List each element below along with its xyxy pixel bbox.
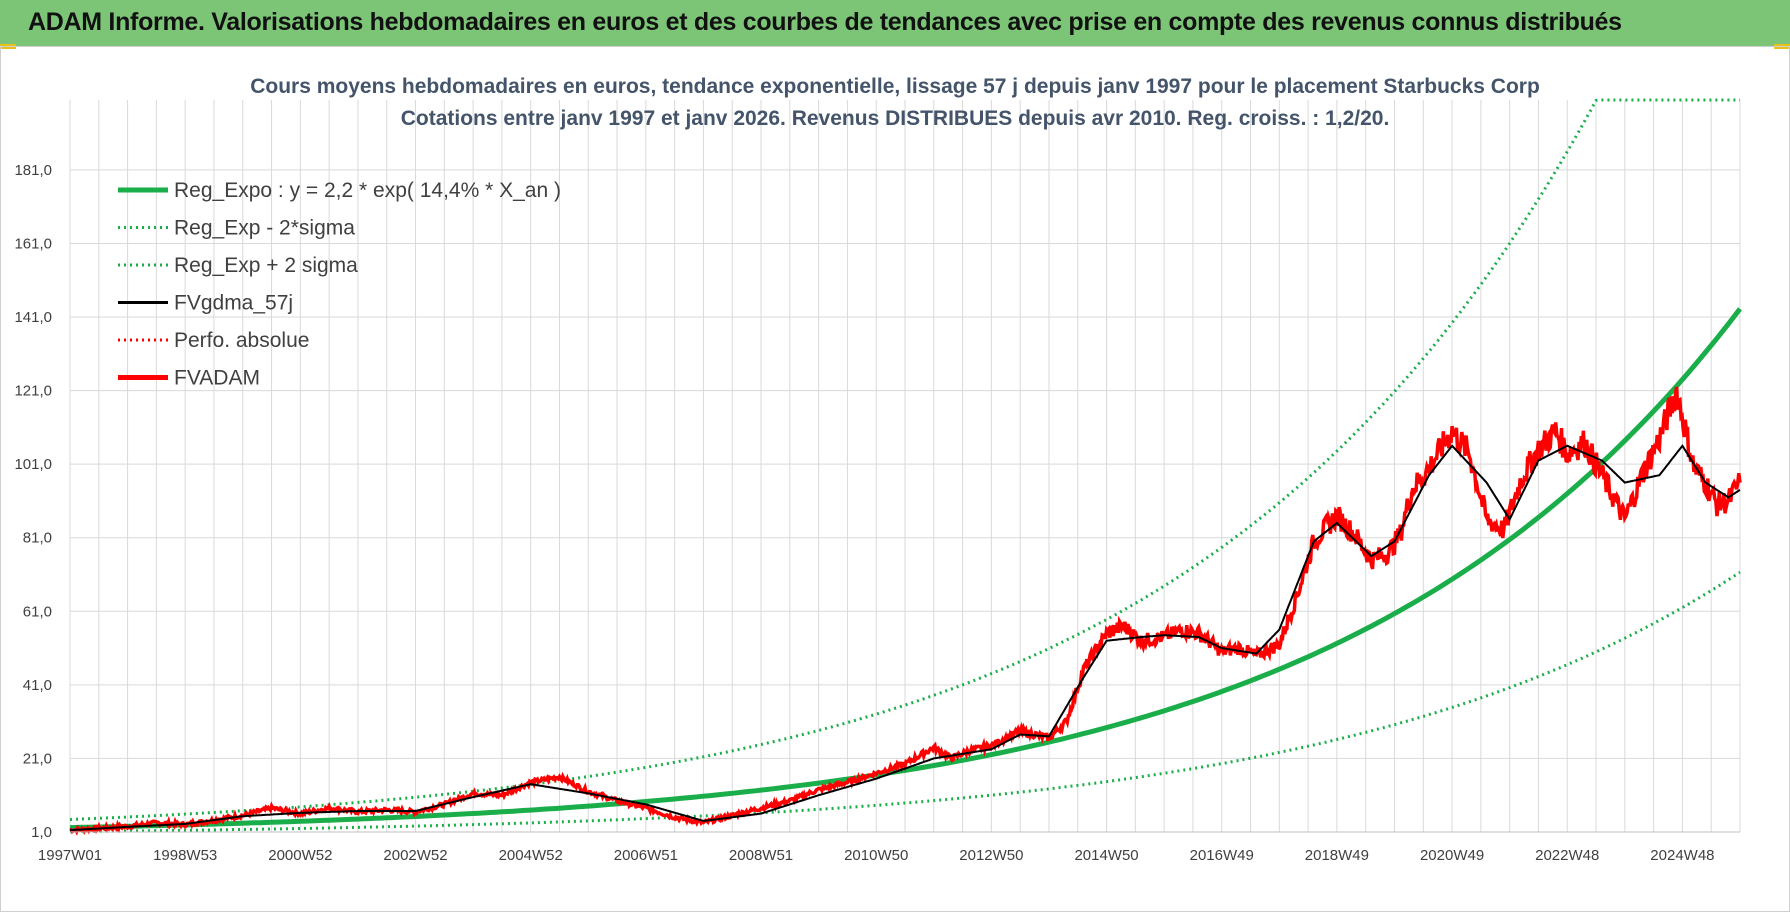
x-tick-label: 2018W49 (1305, 847, 1369, 864)
x-tick-label: 2020W49 (1420, 847, 1484, 864)
legend-label: Reg_Expo : y = 2,2 * exp( 14,4% * X_an ) (174, 179, 561, 202)
x-tick-label: 1998W53 (153, 847, 217, 864)
y-tick-label: 121,0 (14, 383, 52, 400)
fvgdma-57j-line (69, 444, 1741, 832)
x-tick-label: 2010W50 (844, 847, 908, 864)
y-tick-label: 101,0 (14, 456, 52, 473)
x-tick-label: 2000W52 (268, 847, 332, 864)
chart-subtitle: Cotations entre janv 1997 et janv 2026. … (401, 107, 1390, 130)
y-tick-label: 21,0 (23, 750, 52, 767)
y-tick-label: 141,0 (14, 309, 52, 326)
x-tick-label: 2006W51 (614, 847, 678, 864)
y-tick-label: 1,0 (31, 824, 52, 841)
x-tick-label: 2002W52 (383, 847, 447, 864)
legend-label: FVADAM (174, 367, 260, 390)
y-tick-label: 81,0 (23, 530, 52, 547)
reg-exp-minus-2sigma-line (70, 570, 1741, 834)
x-tick-label: 2024W48 (1650, 847, 1714, 864)
x-tick-label: 2004W52 (499, 847, 563, 864)
series-layer (69, 98, 1742, 836)
x-tick-label: 2008W51 (729, 847, 793, 864)
legend-label: FVgdma_57j (174, 292, 293, 315)
x-tick-label: 1997W01 (38, 847, 102, 864)
x-tick-label: 2022W48 (1535, 847, 1599, 864)
report-title: ADAM Informe. Valorisations hebdomadaire… (28, 8, 1622, 36)
legend: Reg_Expo : y = 2,2 * exp( 14,4% * X_an )… (118, 179, 561, 390)
fvadam-line (69, 386, 1742, 836)
axis-layer: 1,0 21,0 41,0 61,0 81,0 101,0 121,0 141,0 161,0 1… (14, 162, 1740, 864)
report-banner: ADAM Informe. Valorisations hebdomadaire… (0, 0, 1790, 47)
x-tick-label: 2012W50 (959, 847, 1023, 864)
legend-label: Reg_Exp - 2*sigma (174, 217, 355, 240)
grid-layer (69, 100, 1741, 833)
y-tick-label: 161,0 (14, 235, 52, 252)
x-tick-label: 2016W49 (1190, 847, 1254, 864)
legend-label: Reg_Exp + 2 sigma (174, 254, 358, 277)
y-tick-label: 61,0 (23, 603, 52, 620)
y-tick-label: 41,0 (23, 677, 52, 694)
x-tick-label: 2014W50 (1074, 847, 1138, 864)
legend-label: Perfo. absolue (174, 329, 309, 352)
chart-title: Cours moyens hebdomadaires en euros, ten… (250, 75, 1540, 98)
y-tick-label: 181,0 (14, 162, 52, 179)
